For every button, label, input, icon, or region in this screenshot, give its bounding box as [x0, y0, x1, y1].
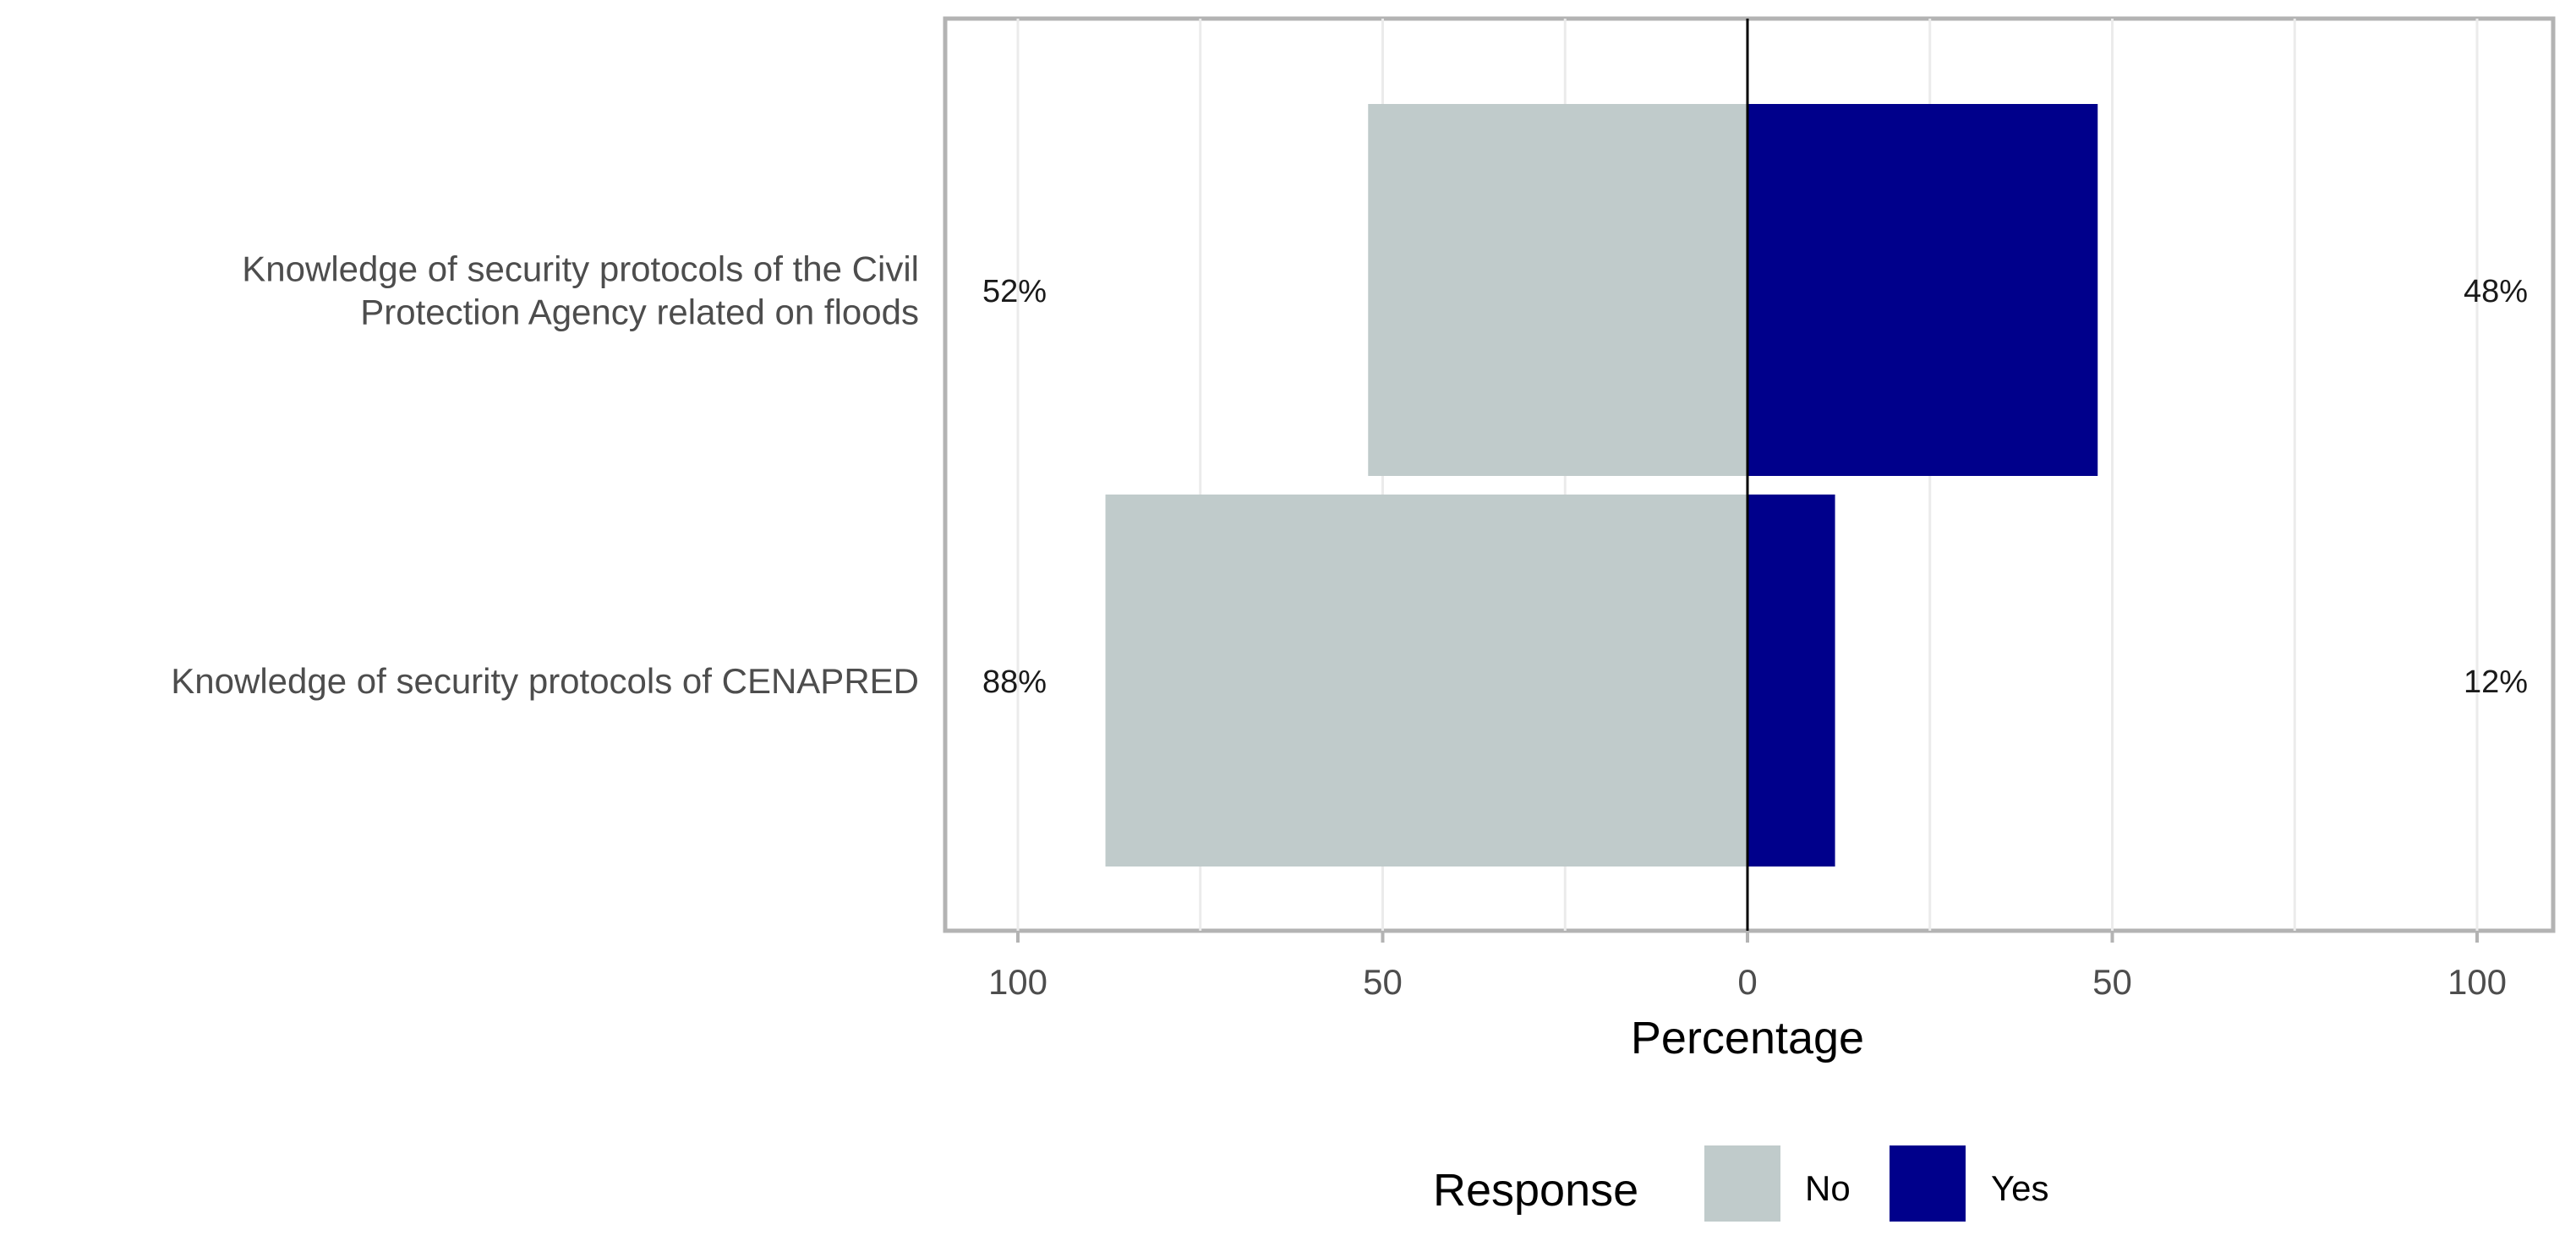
- value-label-no-1: 88%: [982, 664, 1047, 700]
- x-tick-label-1: 50: [1363, 962, 1403, 1002]
- x-axis-title: Percentage: [1631, 1013, 1864, 1063]
- legend-label-no: No: [1805, 1168, 1851, 1208]
- category-label-0-line-0: Knowledge of security protocols of the C…: [242, 249, 919, 289]
- bar-yes-0: [1747, 104, 2098, 476]
- legend-key-yes: [1890, 1145, 1966, 1222]
- value-label-no-0: 52%: [982, 274, 1047, 309]
- x-tick-label-2: 0: [1737, 962, 1757, 1002]
- x-tick-label-0: 100: [988, 962, 1047, 1002]
- category-label-1-line-0: Knowledge of security protocols of CENAP…: [171, 661, 919, 701]
- x-tick-label-4: 100: [2447, 962, 2507, 1002]
- bar-no-0: [1368, 104, 1747, 476]
- legend-title: Response: [1433, 1165, 1638, 1216]
- legend-label-yes: Yes: [1991, 1168, 2049, 1208]
- value-label-yes-0: 48%: [2464, 274, 2528, 309]
- x-tick-label-3: 50: [2092, 962, 2132, 1002]
- category-label-0-line-1: Protection Agency related on floods: [360, 292, 919, 332]
- legend-key-no: [1704, 1145, 1780, 1222]
- bar-no-1: [1105, 495, 1747, 867]
- value-label-yes-1: 12%: [2464, 664, 2528, 700]
- bar-yes-1: [1747, 495, 1835, 867]
